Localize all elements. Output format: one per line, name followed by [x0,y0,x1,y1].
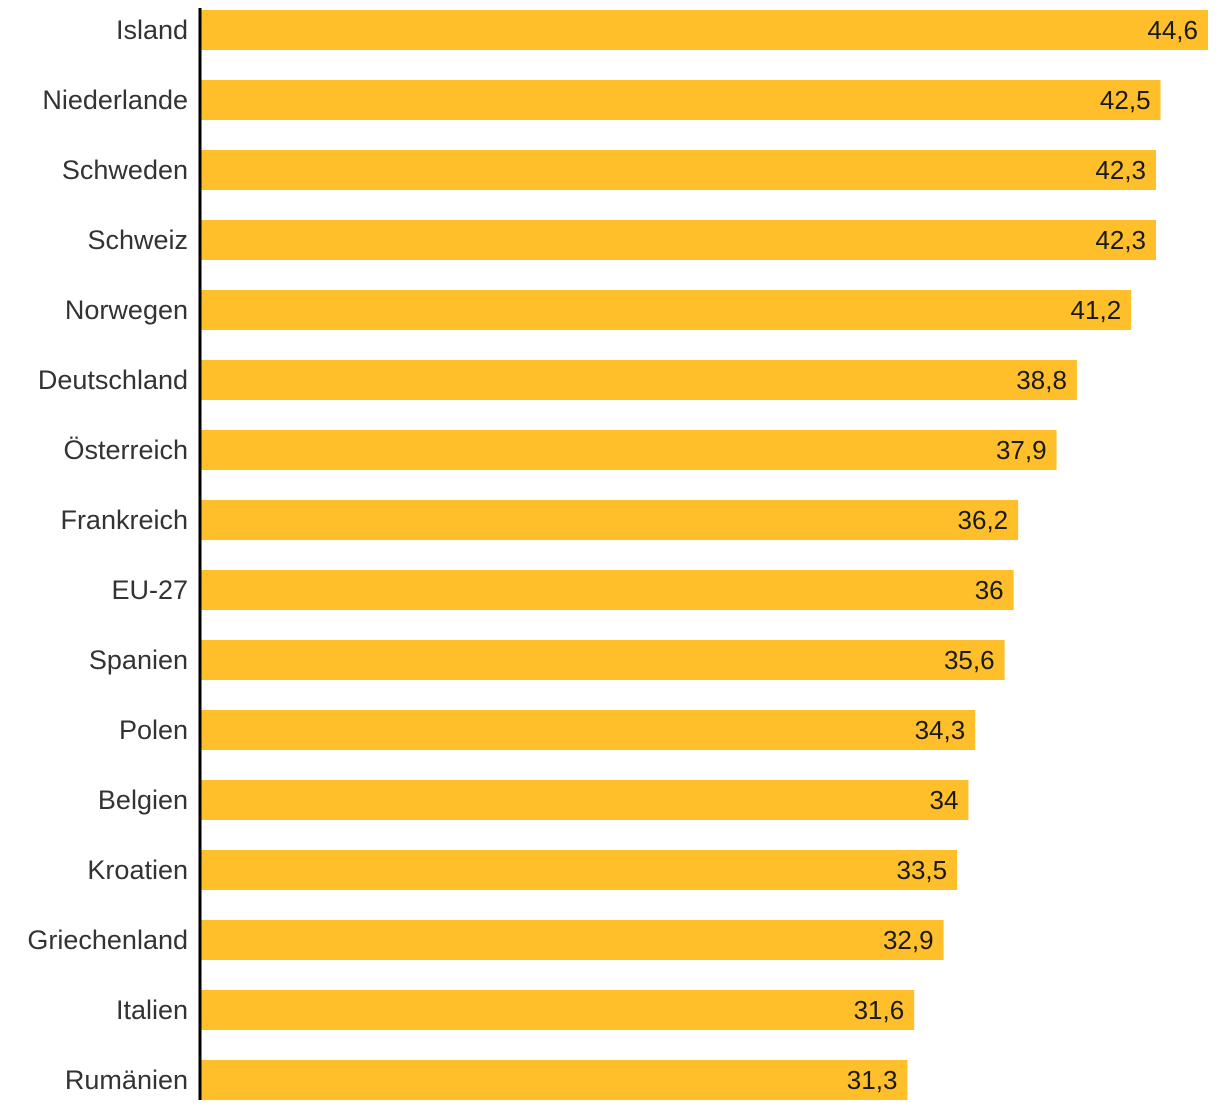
category-label: Deutschland [38,365,188,395]
value-label: 41,2 [1071,295,1122,325]
category-label: Polen [119,715,188,745]
category-label: Schweiz [87,225,188,255]
bar [200,220,1157,260]
value-label: 34,3 [915,715,966,745]
value-label: 31,6 [854,995,905,1025]
bar [200,570,1014,610]
value-label: 35,6 [944,645,995,675]
value-label: 38,8 [1016,365,1067,395]
value-label: 32,9 [883,925,934,955]
value-label: 36 [975,575,1004,605]
bar [200,430,1057,470]
category-label: Spanien [89,645,188,675]
value-label: 44,6 [1147,15,1198,45]
bar [200,640,1005,680]
category-label: Island [116,15,188,45]
value-label: 42,3 [1095,225,1146,255]
bar [200,290,1132,330]
bar [200,80,1161,120]
bar [200,10,1208,50]
value-labels-group: 44,6 42,5 42,3 42,3 41,2 38,8 37,9 36,2 36 35,6 34… [847,15,1198,1095]
value-label: 33,5 [897,855,948,885]
bar [200,780,969,820]
category-label: Schweden [62,155,188,185]
category-label: Belgien [98,785,188,815]
value-label: 42,5 [1100,85,1151,115]
category-label: EU-27 [111,575,188,605]
bar [200,710,976,750]
bar [200,990,915,1030]
bar [200,150,1157,190]
value-label: 36,2 [958,505,1009,535]
category-label: Rumänien [65,1065,188,1095]
category-label: Österreich [63,435,188,465]
category-label: Italien [116,995,188,1025]
bar [200,920,944,960]
category-label: Frankreich [60,505,188,535]
bar [200,500,1019,540]
category-label: Kroatien [87,855,188,885]
category-label: Griechenland [27,925,188,955]
bars-group [200,10,1208,1100]
category-labels-group: Island Niederlande Schweden Schweiz Norwegen… [27,15,188,1095]
bar [200,1060,908,1100]
category-label: Niederlande [42,85,188,115]
value-label: 34 [930,785,959,815]
bar [200,360,1077,400]
value-label: 31,3 [847,1065,898,1095]
value-label: 42,3 [1095,155,1146,185]
value-label: 37,9 [996,435,1047,465]
bar [200,850,958,890]
category-label: Norwegen [65,295,188,325]
